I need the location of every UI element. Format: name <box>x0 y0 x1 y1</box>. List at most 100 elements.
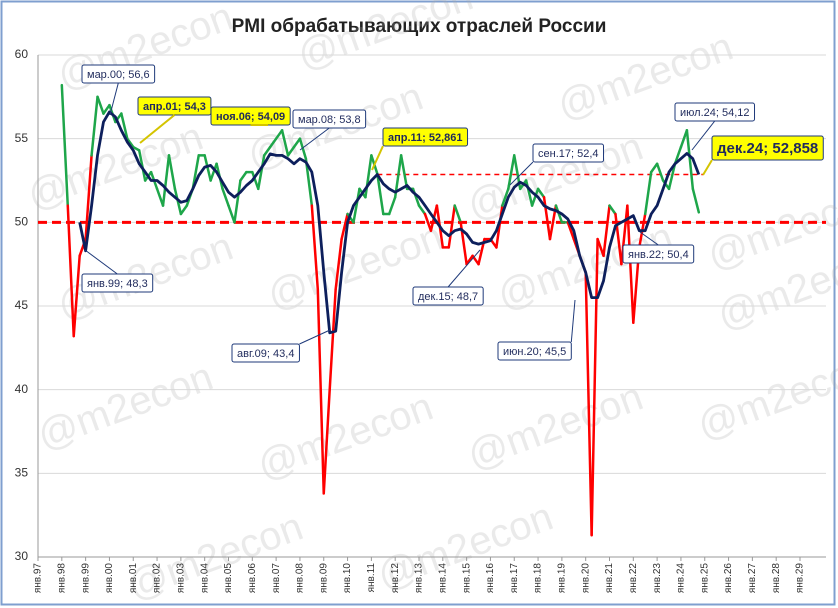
x-tick-label: янв.26 <box>723 563 734 594</box>
pmi-segment <box>364 154 373 199</box>
pmi-segment <box>221 187 230 207</box>
pmi-segment <box>137 149 147 182</box>
annotation-text: янв.22; 50,4 <box>628 249 689 261</box>
annotation: янв.22; 50,4 <box>622 231 695 264</box>
x-tick-label: янв.25 <box>699 563 710 594</box>
x-tick-label: янв.12 <box>390 563 401 594</box>
annotation-pointer <box>299 329 331 345</box>
y-tick-label: 45 <box>15 298 29 312</box>
x-tick-label: янв.10 <box>342 563 353 594</box>
annotation-pointer <box>299 127 330 151</box>
pmi-segment <box>233 179 242 224</box>
pmi-segment <box>399 154 409 191</box>
pmi-segment <box>322 388 331 495</box>
x-tick-label: янв.22 <box>628 563 639 594</box>
x-tick-label: янв.13 <box>414 563 425 594</box>
annotation: мар.00; 56,6 <box>81 64 156 116</box>
pmi-segment <box>507 154 516 191</box>
pmi-segment <box>310 204 320 291</box>
annotation-text: мар.08; 53,8 <box>298 114 361 126</box>
annotation: дек.24; 52,858 <box>702 135 824 176</box>
pmi-segment <box>584 271 593 537</box>
pmi-segment <box>66 204 75 338</box>
pmi-segment <box>530 187 540 207</box>
annotation: апр.11; 52,861 <box>371 127 469 171</box>
pmi-segment <box>566 221 576 241</box>
x-tick-label: янв.98 <box>56 563 67 594</box>
pmi-segment <box>501 187 510 207</box>
annotation: ноя.06; 54,09 <box>210 106 291 126</box>
x-tick-label: янв.24 <box>676 563 687 594</box>
pmi-segment <box>251 170 260 191</box>
pmi-segment <box>691 187 701 214</box>
annotation-box <box>711 135 824 161</box>
x-tick-label: янв.06 <box>247 563 258 594</box>
pmi-segment <box>602 204 611 258</box>
x-tick-label: янв.97 <box>33 563 44 594</box>
pmi-segment <box>679 129 689 149</box>
annotation-text: янв.99; 48,3 <box>87 278 148 290</box>
pmi-segment <box>120 112 129 140</box>
pmi-segment <box>298 137 308 160</box>
pmi-segment <box>596 237 605 258</box>
pmi-segment <box>685 129 695 191</box>
pmi-segment <box>614 212 623 266</box>
pmi-segment <box>590 237 599 537</box>
annotation-box <box>382 127 469 147</box>
annotation: дек.15; 48,7 <box>412 249 484 306</box>
pmi-segment <box>161 154 171 207</box>
pmi-segment <box>126 137 135 149</box>
pmi-segment <box>387 195 397 216</box>
x-tick-label: янв.04 <box>199 563 210 594</box>
pmi-segment <box>542 195 552 241</box>
chart-title: PMI обрабатывающих отраслей России <box>232 16 607 37</box>
annotation-pointer <box>139 114 176 144</box>
pmi-segment <box>72 254 81 338</box>
pmi-segment <box>102 103 111 115</box>
annotation-pointer <box>84 249 118 275</box>
y-tick-label: 30 <box>15 549 29 563</box>
pmi-segment <box>352 187 361 224</box>
annotation-pointer <box>639 231 659 246</box>
pmi-segment <box>417 204 427 216</box>
pmi-segment <box>257 154 266 191</box>
pmi-segment <box>90 95 99 157</box>
pmi-segment <box>227 204 236 224</box>
x-tick-label: янв.07 <box>271 563 282 594</box>
annotation: сен.17; 52,4 <box>509 143 605 186</box>
pmi-segment <box>655 162 665 182</box>
x-tick-label: янв.20 <box>580 563 591 594</box>
x-tick-label: янв.09 <box>318 563 329 594</box>
pmi-segment <box>84 154 93 241</box>
annotation-pointer <box>509 161 534 186</box>
annotation: мар.08; 53,8 <box>292 109 367 151</box>
x-tick-label: янв.16 <box>485 563 496 594</box>
annotation-box <box>292 109 367 129</box>
x-tick-label: янв.21 <box>604 563 615 594</box>
pmi-segment <box>554 204 564 224</box>
annotation-text: мар.00; 56,6 <box>87 69 150 81</box>
annotation-box <box>231 343 300 363</box>
annotation: янв.99; 48,3 <box>81 249 154 293</box>
pmi-segment <box>155 187 165 207</box>
pmi-segment <box>167 154 177 191</box>
x-tick-label: янв.28 <box>771 563 782 594</box>
annotation-text: апр.01; 54,3 <box>143 101 206 113</box>
annotation-pointer <box>702 159 713 176</box>
pmi-segment <box>209 162 218 182</box>
x-tick-label: янв.08 <box>295 563 306 594</box>
annotation-pointer <box>447 249 481 288</box>
annotation-text: дек.15; 48,7 <box>418 291 478 303</box>
pmi-segment <box>465 254 474 266</box>
x-tick-label: янв.14 <box>437 563 448 594</box>
annotation-box <box>532 143 605 163</box>
pmi-segment <box>340 212 349 241</box>
pmi-segment <box>620 204 629 266</box>
annotation: авг.09; 43,4 <box>231 329 331 363</box>
pmi-segment <box>643 170 653 216</box>
pmi-segment <box>239 170 248 182</box>
pmi-segment <box>608 204 617 216</box>
y-tick-label: 55 <box>15 131 29 145</box>
x-tick-label: янв.17 <box>509 563 520 594</box>
